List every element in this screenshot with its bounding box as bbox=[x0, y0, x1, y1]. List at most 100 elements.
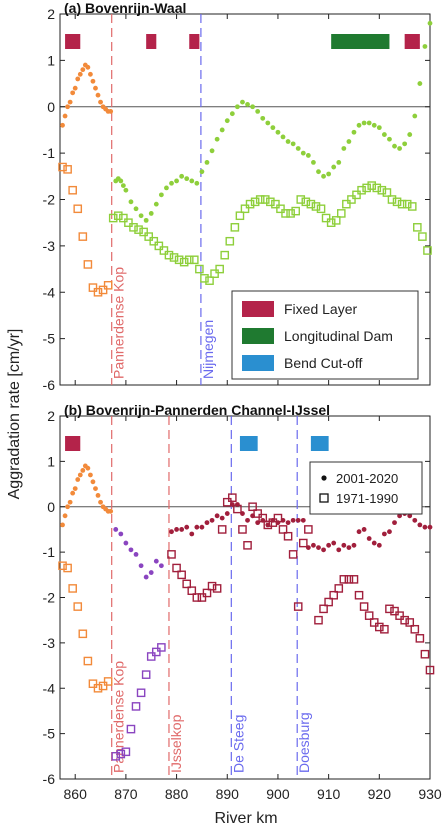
data-point bbox=[169, 529, 174, 535]
data-point bbox=[402, 141, 408, 147]
data-point bbox=[347, 195, 356, 204]
data-point bbox=[392, 143, 397, 149]
y-tick-label: -3 bbox=[43, 635, 56, 651]
data-point bbox=[258, 513, 268, 523]
y-tick-label: -6 bbox=[43, 377, 56, 393]
data-point bbox=[405, 618, 415, 627]
x-tick-label: 920 bbox=[368, 786, 392, 802]
data-point bbox=[207, 581, 217, 591]
y-tick-label: -4 bbox=[43, 680, 56, 696]
data-point bbox=[375, 622, 384, 632]
data-point bbox=[410, 624, 420, 634]
data-point bbox=[153, 558, 159, 564]
data-point bbox=[334, 584, 344, 593]
data-point bbox=[143, 574, 149, 580]
data-point bbox=[154, 241, 164, 251]
data-point bbox=[250, 104, 256, 110]
y-tick-label: -2 bbox=[43, 590, 56, 606]
data-point bbox=[331, 216, 341, 225]
legend-label: Bend Cut-off bbox=[284, 355, 362, 371]
data-point bbox=[295, 517, 301, 523]
data-point bbox=[224, 118, 230, 124]
legend-box bbox=[309, 461, 423, 515]
data-point bbox=[62, 113, 68, 119]
data-point bbox=[418, 232, 427, 241]
data-point bbox=[65, 504, 71, 510]
reference-line-label: Doesburg bbox=[296, 712, 312, 773]
data-point bbox=[326, 218, 336, 227]
reference-line-label: Pannerdense Kop bbox=[111, 661, 127, 773]
data-point bbox=[280, 134, 286, 140]
data-point bbox=[220, 250, 230, 260]
data-point bbox=[149, 236, 159, 246]
data-point bbox=[113, 211, 123, 221]
data-point bbox=[93, 486, 98, 491]
data-point bbox=[260, 115, 266, 121]
data-point bbox=[72, 85, 78, 91]
data-point bbox=[346, 139, 352, 144]
data-point bbox=[194, 524, 200, 530]
data-point bbox=[63, 563, 72, 573]
data-point bbox=[199, 169, 205, 175]
data-point bbox=[67, 99, 73, 105]
data-point bbox=[300, 150, 306, 156]
data-point bbox=[128, 199, 134, 205]
data-point bbox=[423, 246, 432, 255]
data-point bbox=[290, 517, 296, 523]
data-point bbox=[70, 90, 76, 96]
data-point bbox=[80, 468, 86, 473]
data-point bbox=[210, 269, 219, 279]
data-point bbox=[380, 624, 389, 634]
data-point bbox=[148, 570, 154, 575]
data-point bbox=[111, 752, 121, 761]
data-point bbox=[108, 213, 118, 223]
data-point bbox=[407, 202, 417, 211]
x-tick-label: 880 bbox=[165, 786, 189, 802]
data-point bbox=[295, 146, 301, 151]
legend-label: Longitudinal Dam bbox=[284, 328, 393, 344]
reference-line-label: De Steeg bbox=[230, 715, 246, 773]
data-point bbox=[319, 604, 328, 614]
x-tick-label: 910 bbox=[317, 786, 341, 802]
data-point bbox=[285, 520, 291, 526]
data-point bbox=[341, 542, 347, 548]
data-point bbox=[331, 164, 337, 170]
data-point bbox=[245, 517, 250, 523]
data-point bbox=[179, 527, 185, 532]
legend-swatch bbox=[242, 355, 274, 371]
data-point bbox=[339, 575, 349, 584]
y-tick-label: 1 bbox=[47, 52, 55, 68]
data-point bbox=[349, 575, 359, 584]
data-point bbox=[351, 129, 357, 135]
intervention-bar bbox=[65, 436, 81, 451]
data-point bbox=[412, 517, 418, 523]
y-tick-label: 0 bbox=[47, 499, 55, 515]
data-point bbox=[395, 611, 404, 620]
data-point bbox=[90, 479, 96, 485]
data-point bbox=[195, 264, 204, 274]
data-point bbox=[65, 104, 71, 110]
data-point bbox=[417, 522, 423, 528]
data-point bbox=[75, 477, 81, 482]
reference-line-label: Pannerdense Kop bbox=[111, 267, 127, 379]
y-axis-label: Aggradation rate [cm/yr] bbox=[6, 329, 23, 500]
data-point bbox=[240, 204, 250, 214]
data-point bbox=[192, 593, 202, 602]
data-point bbox=[300, 517, 306, 523]
data-point bbox=[60, 122, 65, 128]
intervention-bar bbox=[310, 436, 329, 451]
legend-swatch bbox=[242, 328, 274, 344]
data-point bbox=[273, 513, 283, 523]
data-point bbox=[138, 213, 144, 219]
data-point bbox=[93, 85, 98, 91]
data-point bbox=[214, 513, 220, 519]
y-tick-label: -4 bbox=[43, 284, 56, 300]
data-point bbox=[72, 486, 78, 491]
data-point bbox=[126, 724, 136, 734]
data-point bbox=[88, 679, 98, 689]
data-point bbox=[397, 199, 407, 209]
data-point bbox=[326, 542, 332, 548]
data-point bbox=[351, 542, 357, 548]
data-point bbox=[234, 502, 240, 507]
data-point bbox=[197, 593, 207, 602]
